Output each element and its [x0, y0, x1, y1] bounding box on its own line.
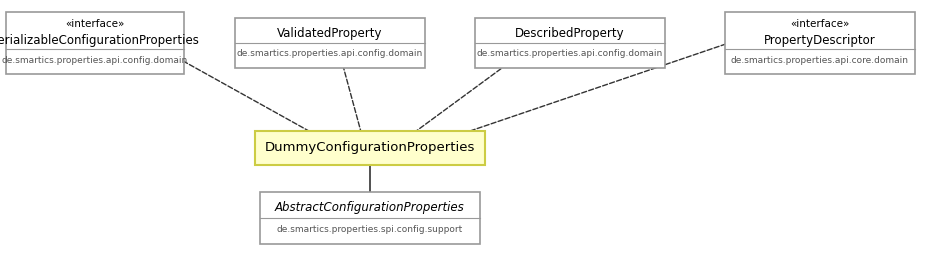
Bar: [255, 131, 485, 165]
Text: «interface»: «interface»: [65, 19, 125, 29]
Text: de.smartics.properties.spi.config.support: de.smartics.properties.spi.config.suppor…: [277, 225, 463, 234]
Text: PropertyDescriptor: PropertyDescriptor: [764, 34, 876, 47]
Text: DummyConfigurationProperties: DummyConfigurationProperties: [264, 142, 475, 154]
Bar: [6, 12, 184, 74]
Text: de.smartics.properties.api.core.domain: de.smartics.properties.api.core.domain: [731, 56, 909, 65]
Text: AbstractConfigurationProperties: AbstractConfigurationProperties: [275, 201, 465, 214]
Text: de.smartics.properties.api.config.domain: de.smartics.properties.api.config.domain: [2, 56, 188, 65]
Text: «interface»: «interface»: [790, 19, 850, 29]
Text: de.smartics.properties.api.config.domain: de.smartics.properties.api.config.domain: [477, 50, 663, 59]
Bar: [725, 12, 915, 74]
Bar: [235, 18, 425, 68]
Text: DescribedProperty: DescribedProperty: [515, 26, 625, 40]
Bar: [475, 18, 665, 68]
Text: SerializableConfigurationProperties: SerializableConfigurationProperties: [0, 34, 199, 47]
Bar: [260, 192, 480, 244]
Text: ValidatedProperty: ValidatedProperty: [278, 26, 383, 40]
Text: de.smartics.properties.api.config.domain: de.smartics.properties.api.config.domain: [237, 50, 423, 59]
